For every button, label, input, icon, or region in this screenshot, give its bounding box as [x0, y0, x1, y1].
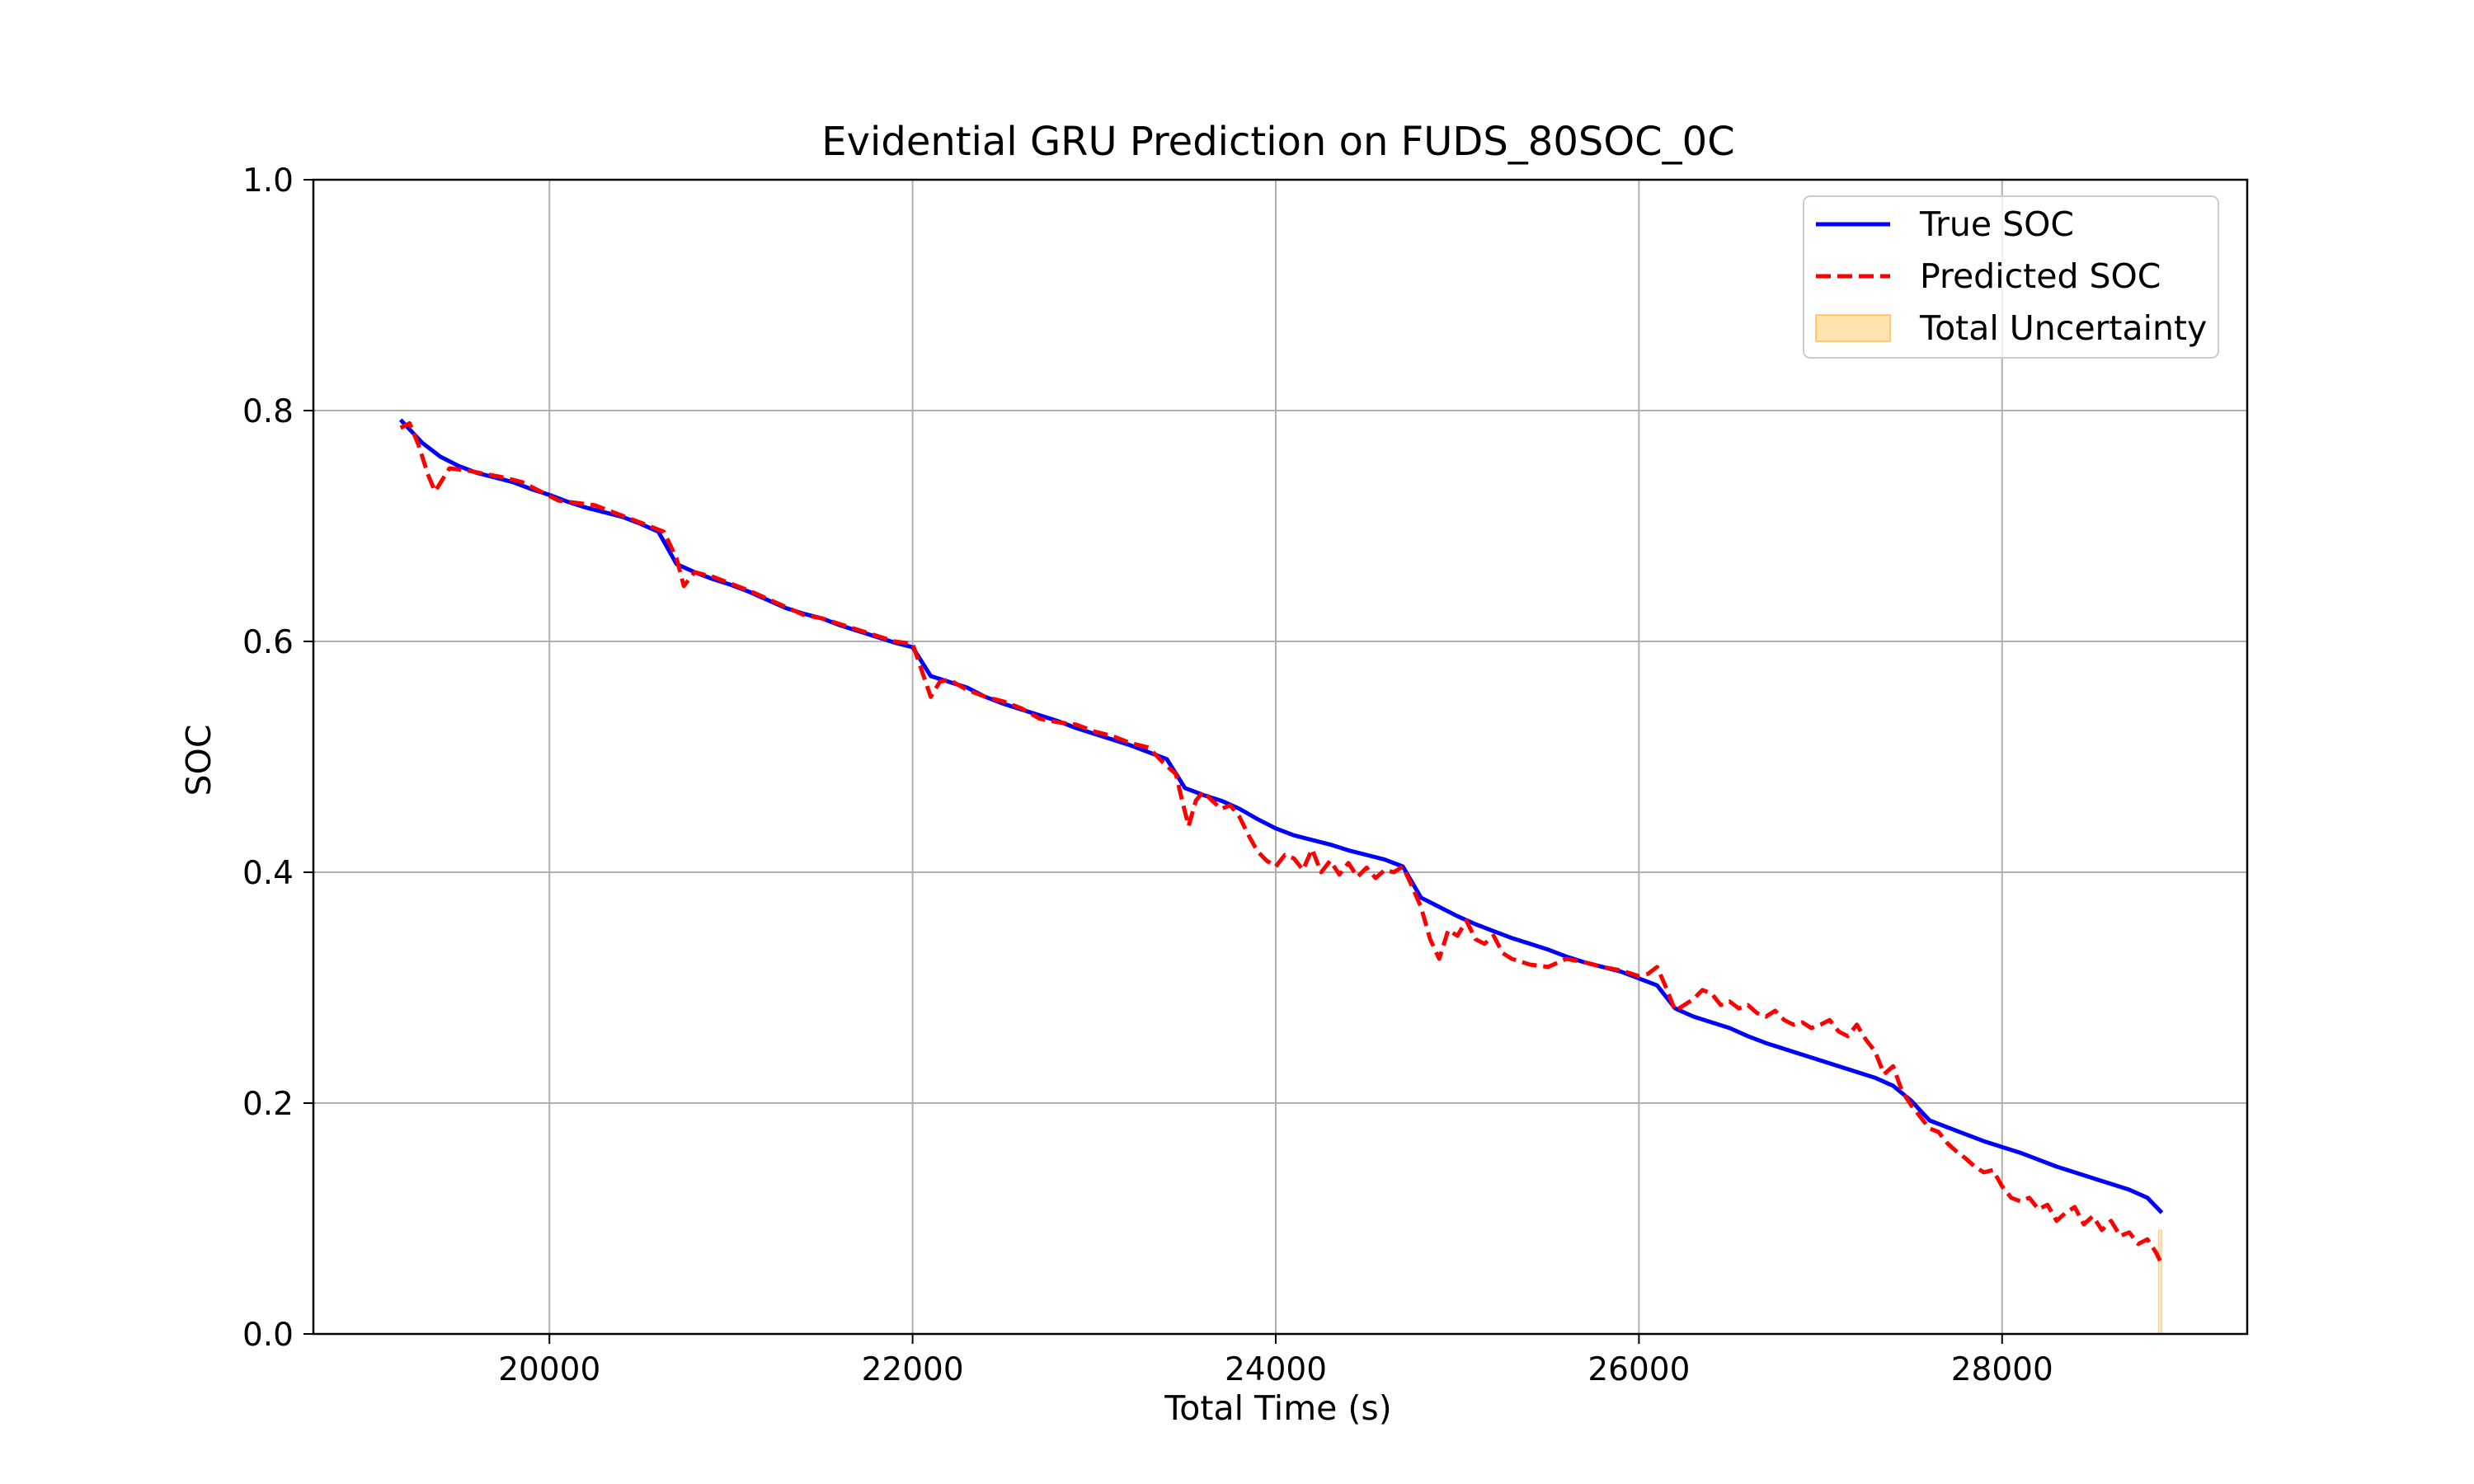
total-uncertainty-band — [2157, 1229, 2162, 1335]
plot-frame — [312, 178, 2249, 1336]
y-tick-label: 0.4 — [242, 855, 294, 892]
x-tick-label: 28000 — [1951, 1351, 2053, 1388]
y-tick-label: 1.0 — [242, 162, 294, 200]
chart-title: Evidential GRU Prediction on FUDS_80SOC_… — [821, 119, 1734, 165]
legend: True SOC Predicted SOC Total Uncertainty — [1803, 195, 2219, 359]
x-tick-label: 20000 — [498, 1351, 600, 1388]
x-tick-label: 22000 — [862, 1351, 964, 1388]
x-axis-label: Total Time (s) — [1164, 1388, 1392, 1428]
y-tick-label: 0.0 — [242, 1317, 294, 1354]
legend-swatch-total-uncertainty — [1815, 314, 1891, 342]
y-tick-label: 0.2 — [242, 1086, 294, 1123]
y-tick-label: 0.8 — [242, 393, 294, 430]
y-axis-label: SOC — [179, 725, 219, 796]
uncertainty-band-layer — [2157, 1229, 2162, 1335]
legend-frame — [1803, 195, 2219, 359]
legend-label-predicted-soc: Predicted SOC — [1920, 256, 2161, 296]
axis-ticks: 20000 22000 24000 26000 28000 0.0 0.2 0.4 0.6 0.8… — [242, 162, 2053, 1388]
x-tick-label: 26000 — [1587, 1351, 1690, 1388]
predicted-soc-line — [399, 420, 2164, 1266]
x-tick-label: 24000 — [1225, 1351, 1327, 1388]
series-layer — [398, 418, 2164, 1266]
legend-label-total-uncertainty: Total Uncertainty — [1919, 308, 2207, 348]
y-tick-label: 0.6 — [242, 624, 294, 661]
legend-label-true-soc: True SOC — [1919, 204, 2074, 244]
